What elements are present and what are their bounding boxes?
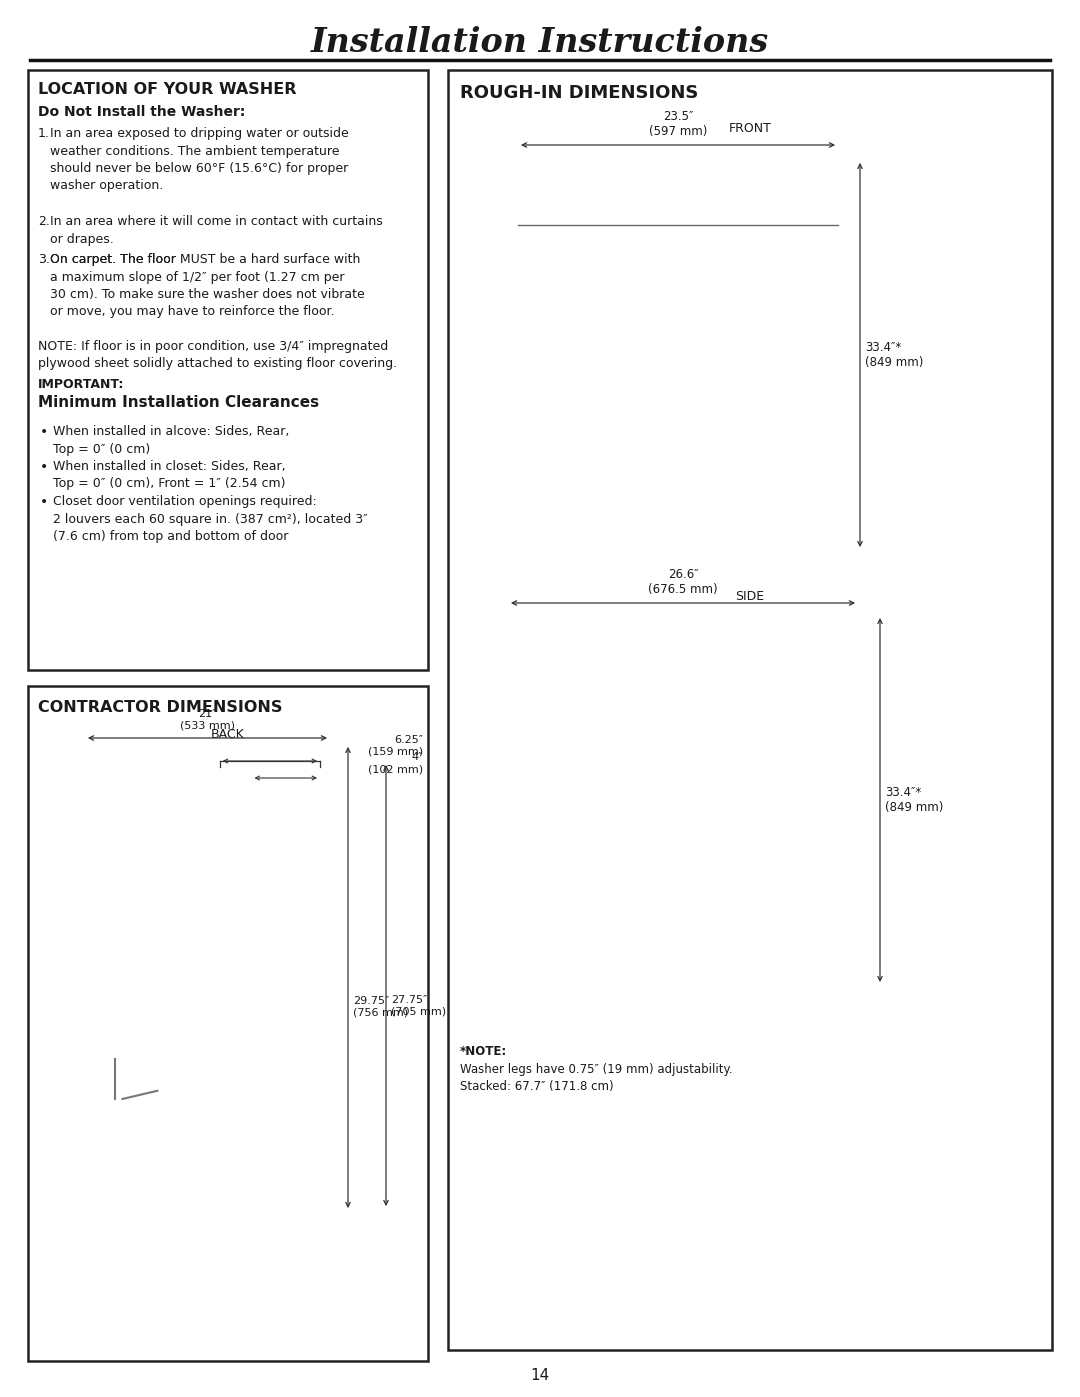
Text: 6.25″
(159 mm): 6.25″ (159 mm) bbox=[368, 735, 423, 757]
Text: Minimum Installation Clearances: Minimum Installation Clearances bbox=[38, 395, 319, 409]
Text: *NOTE:: *NOTE: bbox=[460, 1045, 508, 1058]
Text: 23.5″
(597 mm): 23.5″ (597 mm) bbox=[649, 110, 707, 138]
Bar bbox=[518, 161, 838, 550]
Text: On carpet. The floor: On carpet. The floor bbox=[50, 253, 180, 265]
Bar bbox=[28, 686, 428, 1361]
Bar bbox=[508, 615, 858, 985]
Bar bbox=[815, 1003, 841, 1018]
Bar bbox=[448, 70, 1052, 1350]
Bar bbox=[534, 550, 559, 564]
Bar bbox=[102, 1229, 125, 1248]
Circle shape bbox=[252, 763, 271, 782]
Circle shape bbox=[781, 200, 786, 205]
Circle shape bbox=[660, 184, 676, 200]
Text: 29.75″
(756 mm): 29.75″ (756 mm) bbox=[353, 996, 408, 1018]
Bar bbox=[809, 170, 829, 211]
Text: Closet door ventilation openings required:
2 louvers each 60 square in. (387 cm²: Closet door ventilation openings require… bbox=[53, 495, 368, 543]
Circle shape bbox=[652, 176, 685, 208]
Text: 33.4″*
(849 mm): 33.4″* (849 mm) bbox=[885, 787, 943, 814]
Text: •: • bbox=[40, 425, 49, 439]
Bar bbox=[291, 1229, 314, 1248]
Bar bbox=[95, 754, 320, 1220]
Text: •: • bbox=[40, 460, 49, 474]
Bar bbox=[797, 550, 823, 564]
Text: When installed in alcove: Sides, Rear,
Top = 0″ (0 cm): When installed in alcove: Sides, Rear, T… bbox=[53, 425, 289, 455]
Bar bbox=[536, 652, 617, 925]
Bar bbox=[536, 196, 581, 207]
Text: In an area exposed to dripping water or outside
weather conditions. The ambient : In an area exposed to dripping water or … bbox=[50, 127, 349, 193]
Circle shape bbox=[144, 763, 163, 782]
Text: LOCATION OF YOUR WASHER: LOCATION OF YOUR WASHER bbox=[38, 82, 297, 96]
Circle shape bbox=[760, 180, 768, 189]
Text: 21″
(533 mm): 21″ (533 mm) bbox=[180, 710, 235, 731]
Text: SIDE: SIDE bbox=[735, 590, 765, 604]
Bar bbox=[648, 652, 729, 925]
Bar bbox=[716, 482, 787, 522]
Text: CONTRACTOR DIMENSIONS: CONTRACTOR DIMENSIONS bbox=[38, 700, 282, 715]
Text: Installation Instructions: Installation Instructions bbox=[311, 25, 769, 59]
Text: Do Not Install the Washer:: Do Not Install the Washer: bbox=[38, 105, 245, 119]
Bar bbox=[760, 652, 840, 925]
Bar bbox=[525, 1003, 551, 1018]
FancyBboxPatch shape bbox=[528, 170, 622, 217]
Bar bbox=[486, 682, 508, 886]
Circle shape bbox=[198, 763, 217, 782]
Text: When installed in closet: Sides, Rear,
Top = 0″ (0 cm), Front = 1″ (2.54 cm): When installed in closet: Sides, Rear, T… bbox=[53, 460, 285, 490]
Text: In an area where it will come in contact with curtains
or drapes.: In an area where it will come in contact… bbox=[50, 215, 382, 246]
Circle shape bbox=[797, 200, 802, 205]
Text: BACK: BACK bbox=[211, 728, 245, 740]
Circle shape bbox=[761, 200, 768, 205]
Bar bbox=[85, 745, 330, 1229]
Bar bbox=[85, 1211, 330, 1229]
Bar bbox=[518, 161, 838, 225]
Text: Washer legs have 0.75″ (19 mm) adjustability.
Stacked: 67.7″ (171.8 cm): Washer legs have 0.75″ (19 mm) adjustabi… bbox=[460, 1063, 732, 1092]
Bar bbox=[508, 615, 858, 637]
Circle shape bbox=[282, 1076, 318, 1111]
Text: On carpet. The floor MUST be a hard surface with
a maximum slope of 1/2″ per foo: On carpet. The floor MUST be a hard surf… bbox=[50, 253, 365, 319]
Text: FRONT: FRONT bbox=[729, 122, 771, 136]
Text: 26.6″
(676.5 mm): 26.6″ (676.5 mm) bbox=[648, 569, 718, 597]
Text: 33.4″*
(849 mm): 33.4″* (849 mm) bbox=[865, 341, 923, 369]
Text: IMPORTANT:: IMPORTANT: bbox=[38, 379, 124, 391]
Bar bbox=[688, 177, 758, 212]
Text: 2.: 2. bbox=[38, 215, 50, 228]
Text: NOTE: If floor is in poor condition, use 3/4″ impregnated
plywood sheet solidly : NOTE: If floor is in poor condition, use… bbox=[38, 339, 397, 370]
FancyBboxPatch shape bbox=[537, 652, 616, 923]
Circle shape bbox=[489, 785, 505, 802]
Bar bbox=[95, 754, 320, 792]
Text: 14: 14 bbox=[530, 1368, 550, 1383]
Bar bbox=[508, 985, 858, 1003]
Text: 1.: 1. bbox=[38, 127, 50, 140]
Text: 3.: 3. bbox=[38, 253, 50, 265]
Text: 27.75″
(705 mm): 27.75″ (705 mm) bbox=[391, 995, 446, 1017]
Circle shape bbox=[489, 725, 505, 740]
Bar bbox=[858, 726, 870, 781]
Text: 4″
(102 mm): 4″ (102 mm) bbox=[368, 753, 423, 774]
Text: •: • bbox=[40, 495, 49, 509]
FancyBboxPatch shape bbox=[649, 652, 728, 923]
Circle shape bbox=[796, 180, 804, 189]
Bar bbox=[166, 787, 249, 800]
Bar bbox=[107, 1037, 123, 1052]
Text: ROUGH-IN DIMENSIONS: ROUGH-IN DIMENSIONS bbox=[460, 84, 699, 102]
Circle shape bbox=[288, 1153, 312, 1176]
Circle shape bbox=[780, 180, 787, 189]
Bar bbox=[28, 70, 428, 671]
FancyBboxPatch shape bbox=[761, 652, 839, 923]
